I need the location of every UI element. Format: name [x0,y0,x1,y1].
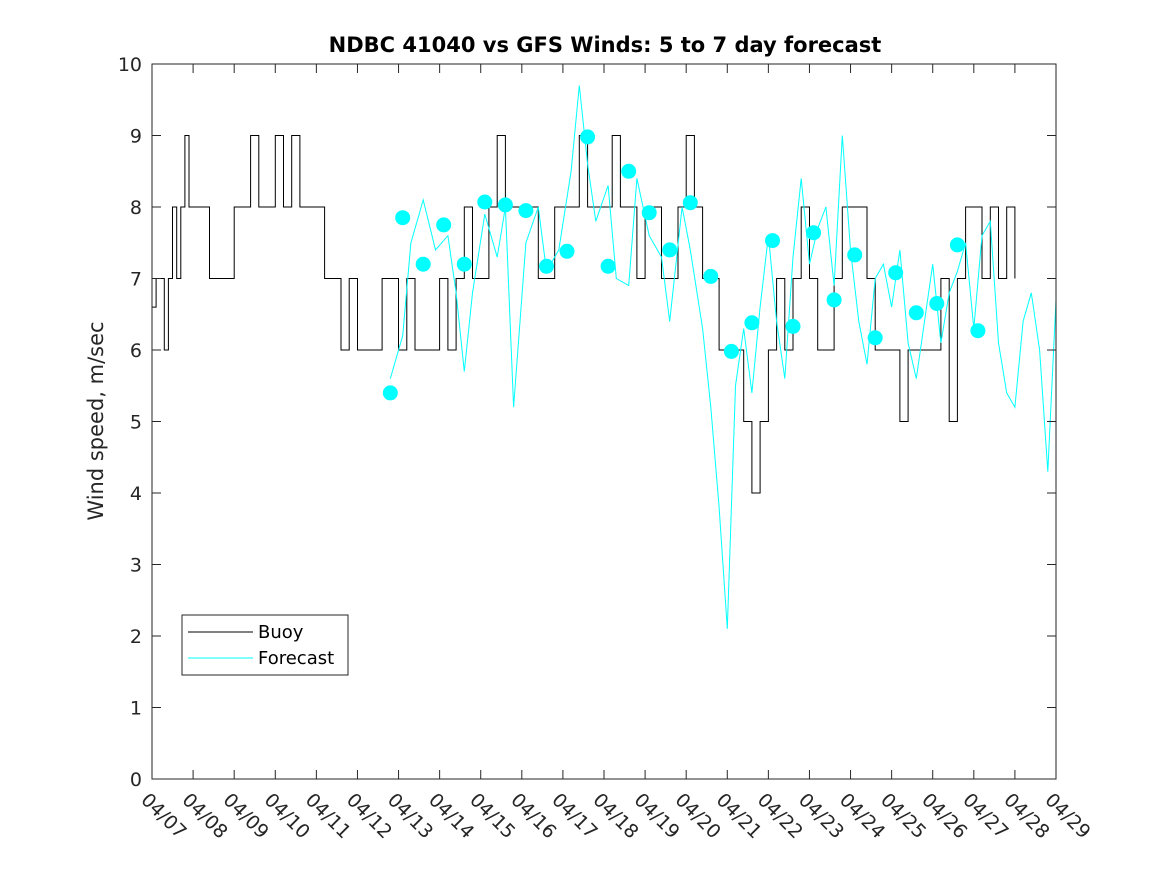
legend-forecast-label: Forecast [258,648,334,669]
y-tick-label: 6 [130,340,142,362]
forecast-marker [806,225,822,241]
legend-buoy-label: Buoy [258,622,304,643]
x-tick-label: 04/19 [630,789,684,843]
forecast-marker [559,243,575,259]
y-tick-label: 9 [130,126,142,148]
forecast-marker [744,315,760,331]
forecast-marker [641,205,657,221]
y-tick-label: 10 [118,54,142,76]
forecast-marker [888,265,904,281]
x-tick-label: 04/18 [588,789,642,843]
x-tick-label: 04/26 [917,789,971,843]
y-tick-label: 5 [130,412,142,434]
y-tick-label: 8 [130,197,142,219]
chart-title: NDBC 41040 vs GFS Winds: 5 to 7 day fore… [329,33,882,57]
x-tick-label: 04/22 [753,789,807,843]
y-tick-label: 7 [130,269,142,291]
x-tick-label: 04/23 [794,789,848,843]
series-line-buoy [152,135,1016,494]
y-axis-label: Wind speed, m/sec [84,321,108,520]
forecast-marker [600,258,616,274]
x-tick-label: 04/28 [999,789,1053,843]
y-tick-label: 1 [130,698,142,720]
x-tick-label: 04/12 [342,789,396,843]
x-tick-label: 04/14 [424,789,478,843]
forecast-marker [456,256,472,272]
forecast-marker [949,237,965,253]
legend: Buoy Forecast [181,614,349,676]
y-tick-label: 3 [130,555,142,577]
x-tick-label: 04/08 [178,789,232,843]
y-tick-label: 0 [130,769,142,791]
forecast-marker [682,195,698,211]
forecast-marker [382,385,398,401]
plot-area [152,85,1057,629]
x-tick-label: 04/21 [712,789,766,843]
x-tick-label: 04/25 [876,789,930,843]
forecast-marker [847,247,863,263]
x-tick-label: 04/20 [671,789,725,843]
forecast-marker [395,210,411,226]
forecast-marker [415,256,431,272]
forecast-marker [518,203,534,219]
forecast-marker [765,233,780,249]
x-tick-label: 04/17 [547,789,601,843]
forecast-marker [436,217,452,233]
forecast-marker [723,343,739,359]
forecast-marker [477,194,493,210]
forecast-marker [826,292,842,308]
x-tick-label: 04/07 [136,789,190,843]
x-tick-label: 04/24 [835,789,889,843]
x-tick-label: 04/29 [1040,789,1094,843]
x-tick-label: 04/09 [219,789,273,843]
forecast-marker [929,296,945,311]
forecast-marker [703,268,719,284]
legend-box [181,614,349,676]
x-tick-label: 04/11 [301,789,355,843]
axes: 01234567891004/0704/0804/0904/1004/1104/… [118,54,1095,843]
forecast-marker [785,318,801,334]
forecast-marker [970,323,986,339]
y-tick-label: 2 [130,626,142,648]
forecast-marker [867,330,883,346]
x-tick-label: 04/10 [260,789,314,843]
forecast-marker [580,129,596,145]
x-tick-label: 04/15 [465,789,519,843]
forecast-marker [662,242,678,258]
forecast-marker [908,305,924,321]
x-tick-label: 04/13 [383,789,437,843]
y-tick-label: 4 [130,483,142,505]
forecast-marker [539,258,554,274]
x-tick-label: 04/16 [506,789,560,843]
forecast-marker [497,197,513,213]
forecast-marker [621,163,637,179]
series-line-forecast [389,85,1057,629]
x-tick-label: 04/27 [958,789,1012,843]
